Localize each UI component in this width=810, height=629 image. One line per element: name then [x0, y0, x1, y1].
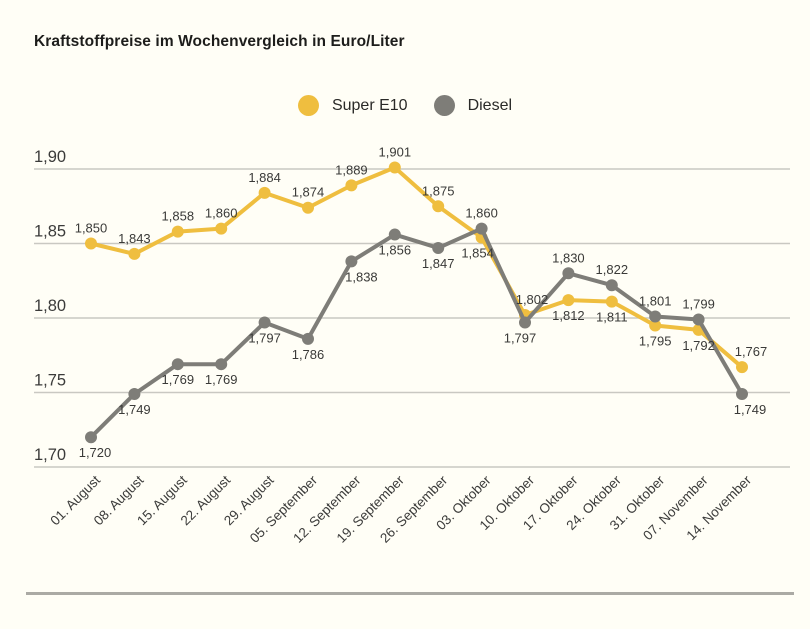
data-label-super-e10: 1,802 — [516, 292, 549, 307]
data-label-super-e10: 1,884 — [248, 170, 281, 185]
data-point-super-e10 — [85, 237, 97, 250]
data-label-super-e10: 1,812 — [552, 308, 585, 323]
data-point-super-e10 — [388, 161, 401, 174]
data-label-diesel: 1,720 — [79, 445, 112, 460]
y-axis-tick-label: 1,75 — [34, 372, 66, 390]
data-label-diesel: 1,860 — [465, 206, 498, 221]
data-label-diesel: 1,749 — [118, 402, 151, 417]
data-point-diesel — [171, 358, 184, 371]
data-point-diesel — [215, 358, 228, 371]
data-label-super-e10: 1,792 — [682, 338, 715, 353]
data-label-diesel: 1,830 — [552, 250, 585, 265]
data-label-super-e10: 1,854 — [461, 246, 494, 261]
data-point-super-e10 — [432, 200, 445, 213]
data-point-diesel — [388, 228, 401, 241]
data-label-super-e10: 1,901 — [379, 145, 412, 160]
data-point-diesel — [692, 313, 705, 326]
data-point-super-e10 — [258, 186, 271, 199]
series-line-diesel — [89, 226, 744, 440]
data-label-diesel: 1,801 — [639, 294, 672, 309]
data-label-diesel: 1,822 — [596, 262, 629, 277]
series-line-super-e10 — [89, 165, 744, 370]
data-point-super-e10 — [562, 294, 575, 307]
legend-item-super-e10: Super E10 — [297, 95, 408, 116]
data-point-super-e10 — [171, 225, 184, 238]
data-point-diesel — [345, 255, 358, 268]
y-axis-tick-label: 1,90 — [34, 148, 66, 166]
bottom-divider — [26, 592, 794, 595]
data-point-diesel — [649, 310, 662, 323]
diesel-dot-icon — [433, 95, 455, 116]
y-axis-tick-label: 1,70 — [34, 446, 66, 464]
data-point-diesel — [736, 387, 748, 400]
data-point-diesel — [432, 241, 445, 254]
data-point-diesel — [605, 279, 618, 292]
data-label-super-e10: 1,795 — [639, 333, 672, 348]
data-label-diesel: 1,749 — [734, 402, 767, 417]
data-point-super-e10 — [736, 361, 748, 374]
data-point-diesel — [475, 222, 488, 235]
data-point-super-e10 — [605, 295, 618, 308]
data-point-super-e10 — [649, 319, 662, 332]
data-label-diesel: 1,769 — [162, 372, 195, 387]
data-point-diesel — [562, 267, 575, 280]
data-point-diesel — [85, 431, 97, 444]
data-label-diesel: 1,786 — [292, 347, 325, 362]
data-label-super-e10: 1,767 — [735, 344, 768, 359]
data-label-diesel: 1,797 — [504, 330, 537, 345]
data-label-diesel: 1,847 — [422, 256, 455, 271]
data-label-diesel: 1,856 — [379, 243, 412, 258]
legend-label-super-e10: Super E10 — [331, 96, 408, 114]
data-point-diesel — [128, 387, 141, 400]
data-label-super-e10: 1,811 — [596, 310, 628, 325]
y-axis-tick-label: 1,80 — [34, 297, 66, 315]
data-label-super-e10: 1,874 — [292, 185, 325, 200]
data-point-diesel — [302, 332, 314, 345]
data-point-diesel — [519, 316, 531, 329]
data-label-diesel: 1,769 — [205, 372, 238, 387]
data-label-super-e10: 1,889 — [335, 162, 368, 177]
data-label-diesel: 1,797 — [248, 330, 281, 345]
chart-title: Kraftstoffpreise im Wochenvergleich in E… — [34, 33, 405, 50]
data-point-super-e10 — [215, 222, 228, 235]
legend-label-diesel: Diesel — [467, 96, 513, 114]
super-e10-dot-icon — [297, 95, 319, 116]
chart-legend: Super E10 Diesel — [0, 95, 810, 116]
data-label-diesel: 1,838 — [345, 269, 378, 284]
legend-item-diesel: Diesel — [433, 95, 513, 116]
y-axis-tick-label: 1,85 — [34, 223, 66, 241]
data-point-super-e10 — [128, 247, 141, 260]
data-label-super-e10: 1,875 — [422, 183, 455, 198]
data-label-diesel: 1,799 — [682, 296, 715, 311]
data-point-super-e10 — [345, 179, 358, 192]
data-label-super-e10: 1,843 — [118, 231, 151, 246]
data-label-super-e10: 1,860 — [205, 206, 238, 221]
data-point-diesel — [258, 316, 271, 329]
data-label-super-e10: 1,850 — [75, 221, 108, 236]
data-label-super-e10: 1,858 — [162, 209, 195, 224]
data-point-super-e10 — [302, 201, 314, 214]
